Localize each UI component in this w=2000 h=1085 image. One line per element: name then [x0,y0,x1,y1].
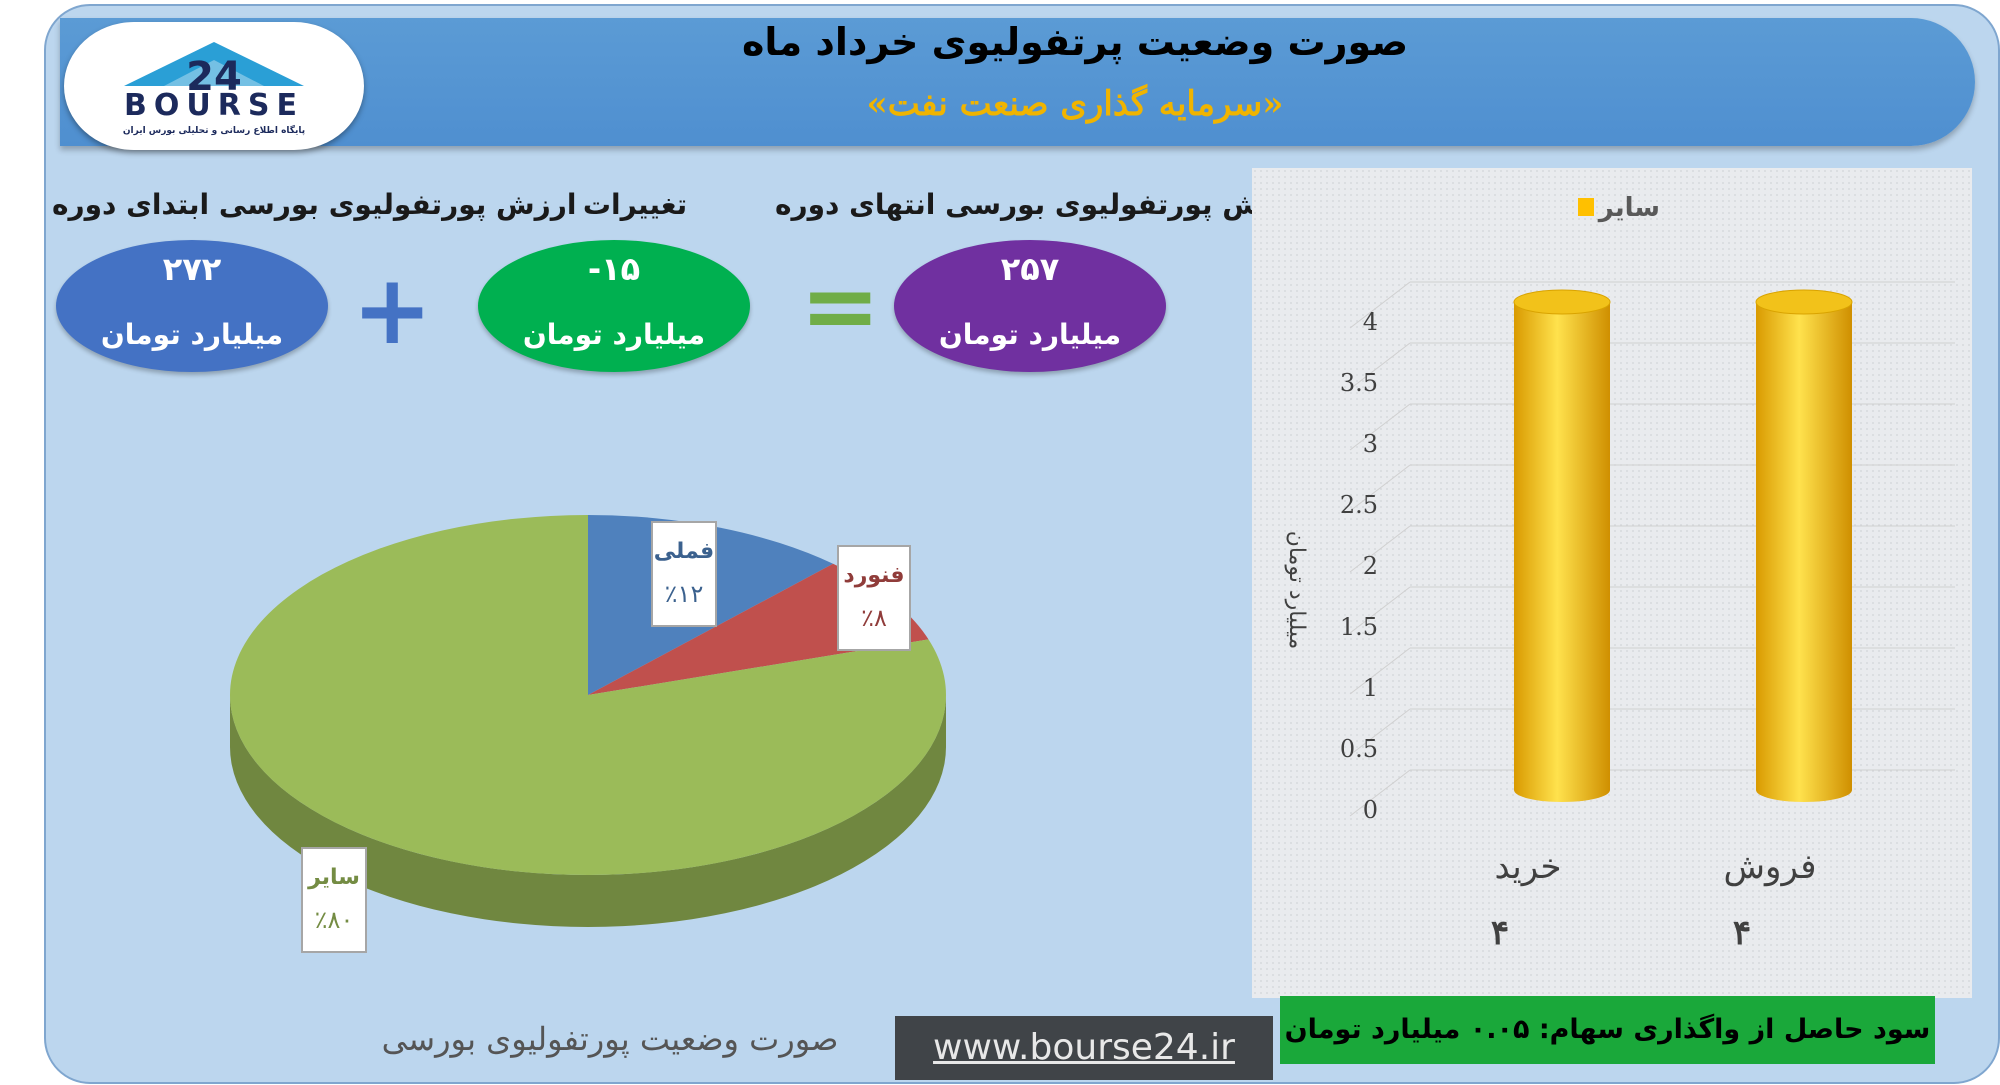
x-category-label: فروش [1724,847,1817,887]
gridline [1349,647,1411,695]
bar [1514,302,1610,802]
pie-slice-label: فملی [654,539,714,564]
pie-slice-value: ٪۱۲ [665,580,704,608]
y-tick-label: 0.5 [1340,735,1378,763]
y-tick-label: 1 [1363,674,1378,702]
bourse24-logo: 24 BOURSE پایگاه اطلاع رسانی و تحلیلی بو… [64,22,364,150]
bar [1756,302,1852,802]
profit-note-banner: سود حاصل از واگذاری سهام: ۰.۰۵ میلیارد ت… [1280,996,1935,1064]
change-unit: میلیارد تومان [522,318,706,351]
bar-top [1513,289,1611,315]
x-category-label: خرید [1494,847,1561,887]
y-tick-label: 3.5 [1340,369,1378,397]
logo-text: BOURSE [124,88,304,123]
y-tick-label: 3 [1363,430,1378,458]
gridline [1349,342,1411,390]
pie-slice-side [230,695,946,927]
gridline [1349,708,1411,756]
y-tick-label: 0 [1363,796,1378,824]
y-tick-label: 2.5 [1340,491,1378,519]
pie-label-box [837,545,911,651]
equals-symbol: = [800,250,881,362]
change-label: تغییرات [582,188,688,221]
pie-label-box [301,847,367,953]
change-value: -۱۵ [587,250,641,288]
end-value-label: ارزش پورتفولیوی بورسی انتهای دوره [775,188,1303,221]
start-value-label: ارزش پورتفولیوی بورسی ابتدای دوره [52,188,577,221]
logo-number: 24 [186,54,242,100]
page-title: صورت وضعیت پرتفولیوی خرداد ماه [741,20,1409,64]
legend-swatch [1578,198,1594,216]
change-value-ellipse: -۱۵ میلیارد تومان [478,240,750,372]
pie-slice-label: فنورد [843,563,904,588]
legend-label: سایر [1597,193,1660,223]
gridline [1349,525,1411,573]
end-unit: میلیارد تومان [938,318,1122,351]
logo-mark: 24 [124,42,304,100]
gridline [1349,403,1411,451]
start-unit: میلیارد تومان [100,318,284,351]
gridline [1349,464,1411,512]
pie-slice-value: ٪۸ [861,604,887,632]
x-category-value: ۴ [1491,913,1509,953]
logo-tagline: پایگاه اطلاع رسانی و تحلیلی بورس ایران [122,126,306,136]
header-bar [60,18,1975,146]
x-category-value: ۴ [1733,913,1751,953]
plus-symbol: + [352,254,433,366]
y-tick-label: 4 [1363,308,1378,336]
pie-slice-label: سایر [307,865,360,890]
pie-slice-value: ٪۸۰ [315,906,354,934]
y-tick-label: 2 [1363,552,1378,580]
page-subtitle: «سرمایه گذاری صنعت نفت» [866,84,1284,124]
y-tick-label: 1.5 [1340,613,1378,641]
gridline [1349,586,1411,634]
pie-slice [229,515,946,876]
gridline [1349,281,1411,329]
y-axis-label: میلیارد تومان [1284,531,1309,650]
end-value-ellipse: ۲۵۷ میلیارد تومان [894,240,1166,372]
pie-label-box [651,521,717,627]
start-value: ۲۷۲ [162,250,222,288]
start-value-ellipse: ۲۷۲ میلیارد تومان [56,240,328,372]
gridline [1349,769,1411,817]
website-link[interactable]: www.bourse24.ir [895,1016,1273,1080]
pie-chart-caption: صورت وضعیت پورتفولیوی بورسی [381,1020,839,1058]
bar-top [1755,289,1853,315]
end-value: ۲۵۷ [1000,250,1060,288]
